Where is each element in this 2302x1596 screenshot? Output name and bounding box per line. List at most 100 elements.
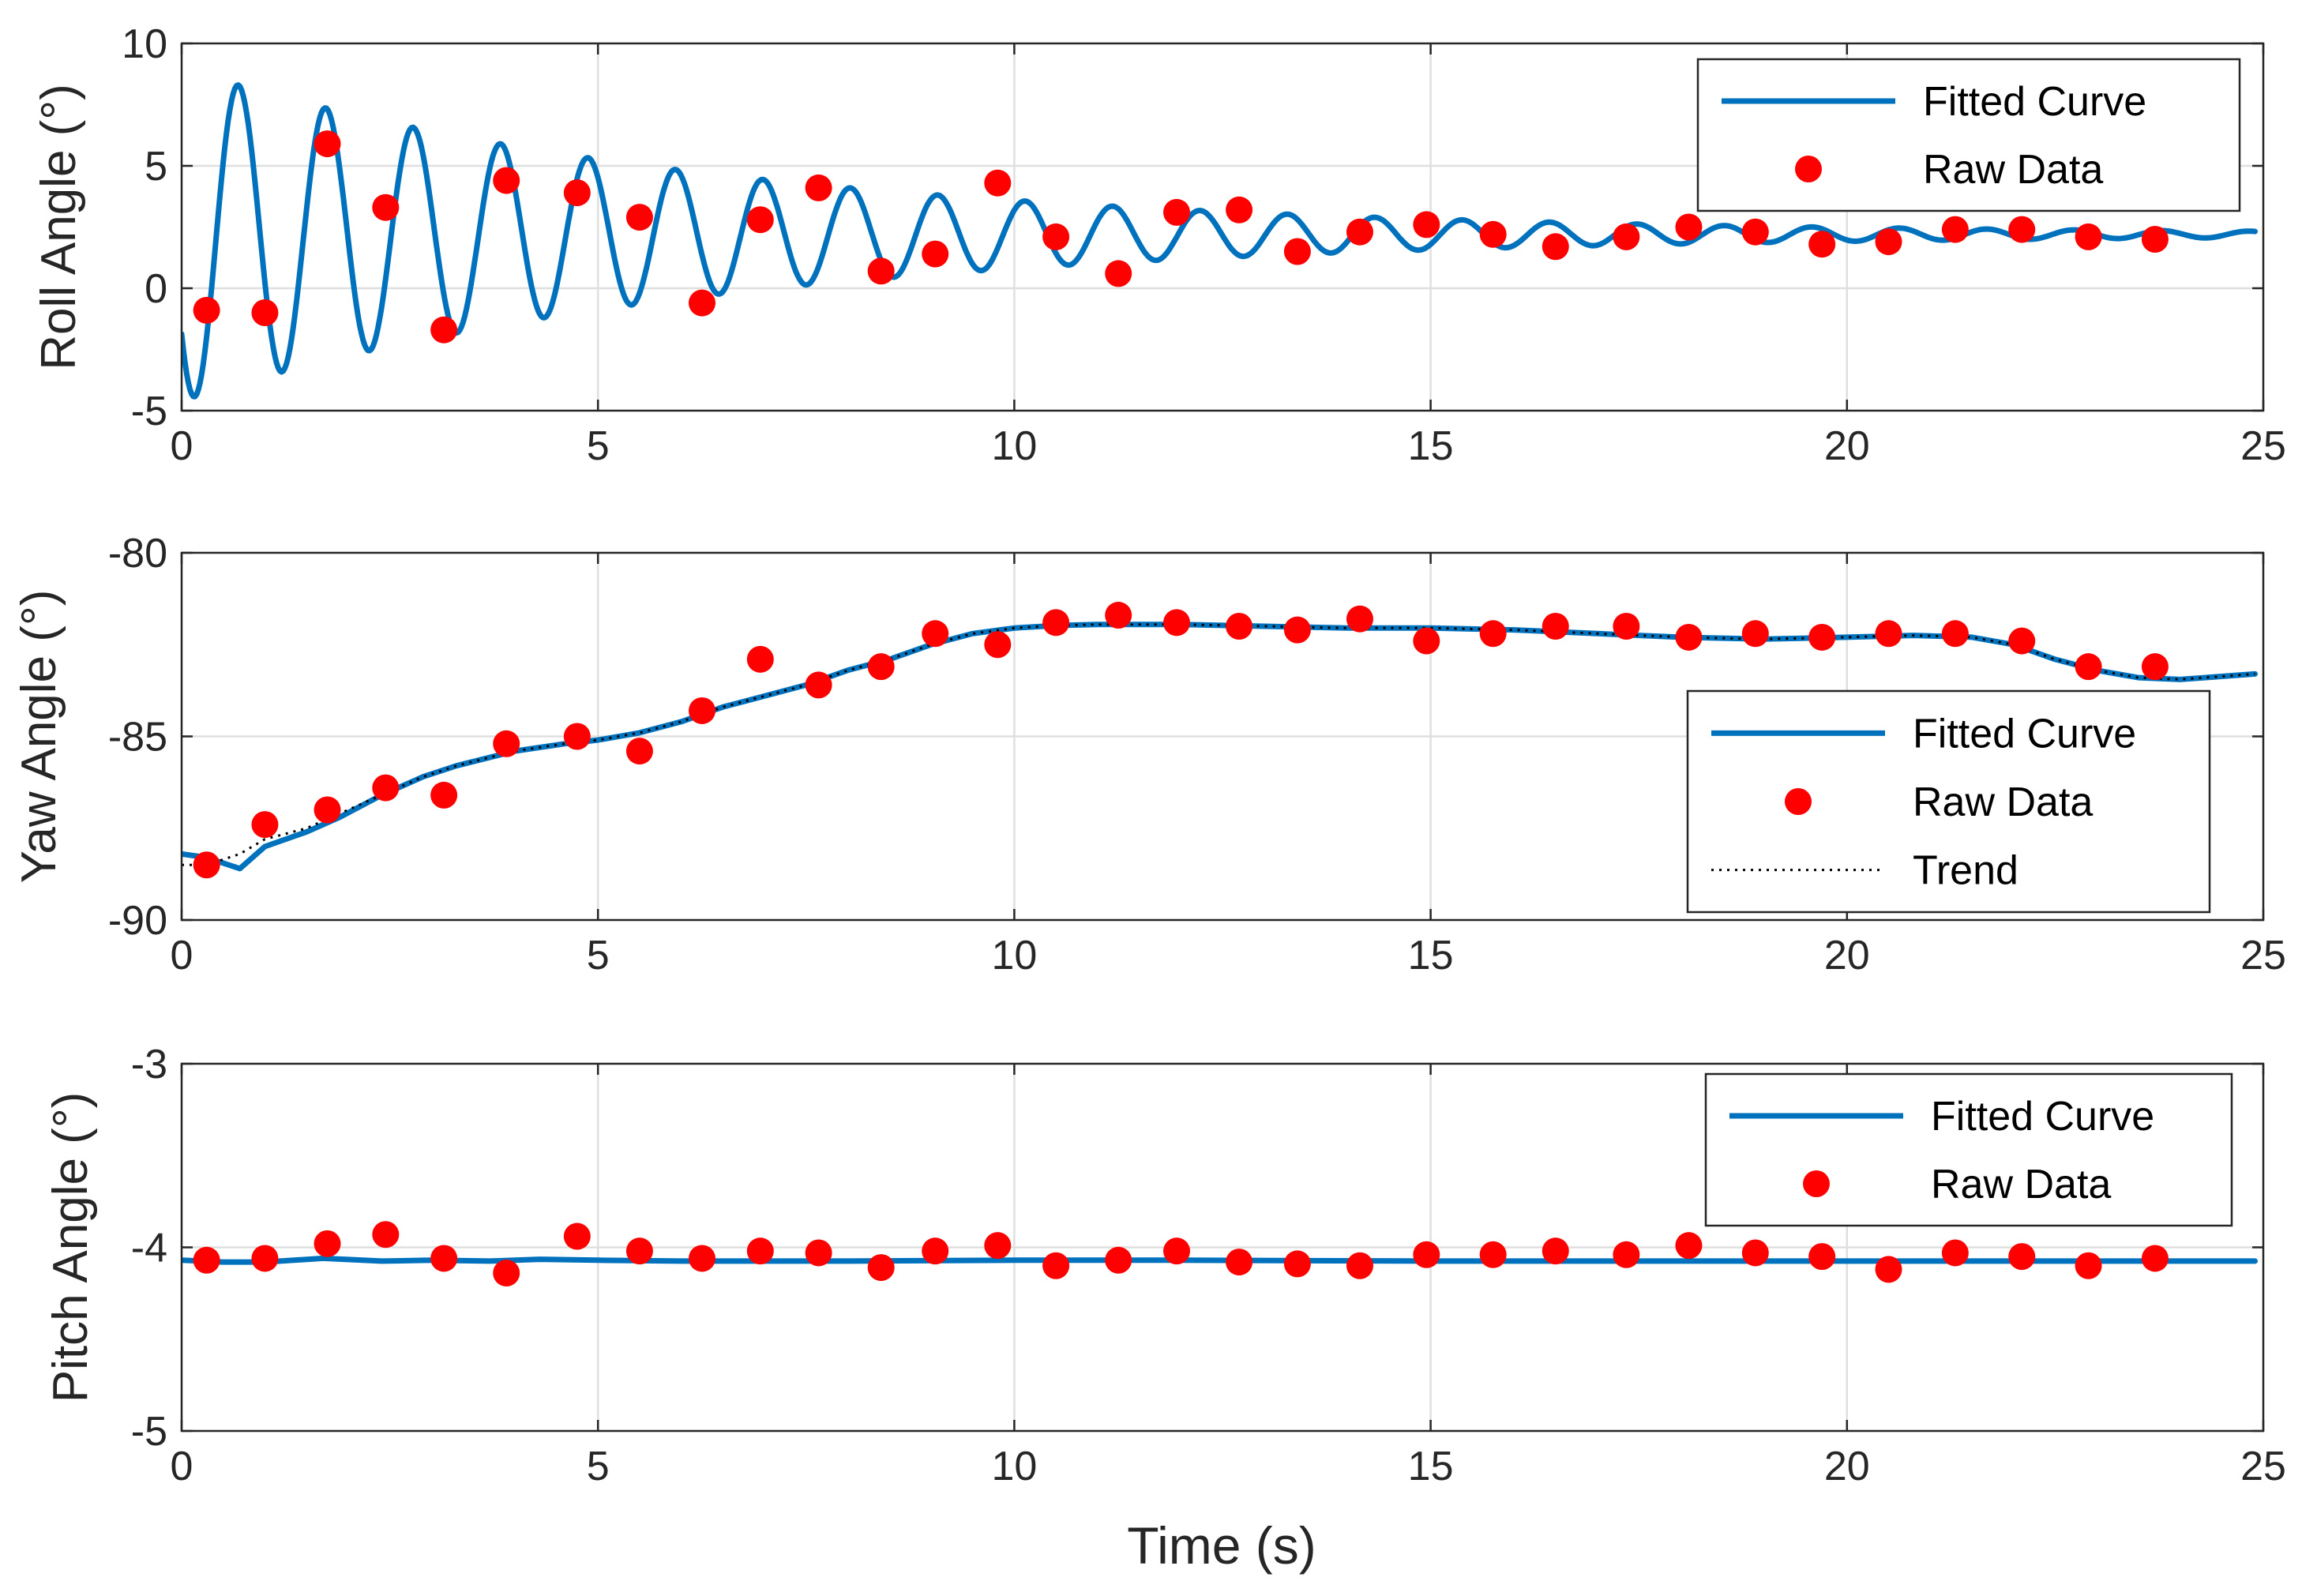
raw-data-point (1741, 218, 1769, 246)
raw-data-point (2008, 627, 2036, 655)
raw-data-point (2141, 653, 2169, 681)
raw-data-point (493, 1260, 520, 1287)
raw-data-point (1741, 620, 1769, 648)
y-tick-label: -3 (131, 1042, 167, 1087)
raw-data-point (1542, 233, 1569, 261)
legend-yaw: Fitted Curve Raw Data Trend (1686, 689, 2211, 914)
x-tick-label: 25 (2240, 1444, 2286, 1489)
y-tick-label: 10 (122, 21, 167, 67)
raw-data-point (372, 1221, 400, 1249)
legend-box (1686, 689, 2211, 914)
y-tick-label: 5 (145, 144, 167, 190)
raw-data-point (922, 240, 949, 268)
raw-data-point (867, 653, 895, 681)
x-tick-label: 20 (1824, 423, 1870, 469)
raw-data-point (1105, 602, 1132, 629)
raw-data-point (1613, 613, 1640, 640)
raw-data-point (922, 620, 949, 648)
x-tick-label: 0 (171, 933, 193, 978)
raw-data-point (746, 206, 774, 234)
raw-data-point (193, 296, 220, 324)
legend-label: Raw Data (1923, 147, 2103, 193)
raw-data-point (1542, 1237, 1569, 1265)
y-tick-label: 0 (145, 266, 167, 312)
raw-data-point (251, 1245, 279, 1272)
x-tick-label: 15 (1408, 423, 1454, 469)
x-tick-label: 10 (991, 933, 1037, 978)
raw-data-point (314, 1230, 341, 1257)
raw-data-point (984, 1232, 1012, 1260)
plot-area-yaw (182, 602, 2258, 879)
raw-data-point (1675, 623, 1703, 651)
raw-data-point (193, 851, 220, 879)
raw-data-point (1479, 620, 1507, 648)
raw-data-point (1941, 1239, 1969, 1267)
raw-data-point (1875, 1256, 1902, 1283)
subplot-pitch: 0 5 10 15 20 25 -5 -4 -3 Pitch Angle (°) Fitted Cu… (43, 1042, 2286, 1489)
x-tick-label: 20 (1824, 1444, 1870, 1489)
raw-data-point (2141, 1245, 2169, 1272)
raw-data-point (1479, 220, 1507, 248)
raw-data-point (1042, 223, 1070, 250)
raw-data-point (625, 204, 653, 231)
raw-data-point (689, 289, 715, 317)
raw-data-point (251, 811, 279, 839)
raw-data-point (1808, 1243, 1836, 1271)
raw-data-point (2008, 1243, 2036, 1271)
raw-data-point (251, 299, 279, 326)
raw-data-point (625, 738, 653, 765)
y-tick-label: -5 (131, 389, 167, 434)
raw-data-point (563, 1222, 591, 1250)
raw-data-point (746, 645, 774, 673)
y-tick-label: -80 (108, 531, 167, 576)
raw-data-point (430, 1245, 458, 1272)
raw-data-point (1283, 238, 1311, 265)
legend-label: Fitted Curve (1913, 711, 2136, 757)
raw-data-point (922, 1237, 949, 1265)
raw-data-point (1675, 1232, 1703, 1260)
legend-pitch: Fitted Curve Raw Data (1704, 1072, 2233, 1227)
y-tick-label: -4 (131, 1226, 167, 1271)
raw-data-point (984, 169, 1012, 197)
x-tick-label: 5 (587, 423, 610, 469)
fitted-curve-line (182, 82, 2258, 400)
x-tick-label: 20 (1824, 933, 1870, 978)
legend-label: Raw Data (1931, 1162, 2111, 1207)
raw-data-point (1741, 1239, 1769, 1267)
raw-data-point (1479, 1241, 1507, 1268)
raw-data-point (1941, 620, 1969, 648)
raw-data-point (1413, 627, 1440, 655)
raw-data-point (372, 774, 400, 802)
raw-data-point (805, 174, 832, 201)
legend-label: Fitted Curve (1931, 1094, 2154, 1140)
raw-data-point (1226, 1249, 1253, 1276)
raw-data-point (314, 130, 341, 158)
raw-data-point (2075, 653, 2102, 681)
raw-data-point (746, 1237, 774, 1265)
y-tick-label: -5 (131, 1409, 167, 1455)
x-tick-label: 15 (1408, 1444, 1454, 1489)
raw-data-point (1226, 196, 1253, 223)
x-tick-label: 5 (587, 933, 610, 978)
raw-data-point (193, 1246, 220, 1274)
subplot-yaw: 0 5 10 15 20 25 -90 -85 -80 Yaw Angle (°) Fitted C… (12, 531, 2286, 978)
raw-data-point (2008, 216, 2036, 243)
raw-data-point (1042, 609, 1070, 637)
y-axis-label: Yaw Angle (°) (12, 590, 66, 884)
plot-area-pitch (182, 1221, 2258, 1287)
legend-label: Fitted Curve (1923, 79, 2146, 125)
raw-data-point (2141, 226, 2169, 253)
raw-data-point (1283, 616, 1311, 644)
raw-data-point (1163, 198, 1191, 226)
x-tick-label: 10 (991, 1444, 1037, 1489)
x-tick-label: 5 (587, 1444, 610, 1489)
raw-data-point (1226, 613, 1253, 640)
raw-data-point (430, 781, 458, 809)
raw-data-point (1413, 1241, 1440, 1268)
raw-data-point (1413, 211, 1440, 238)
raw-data-point (1542, 613, 1569, 640)
x-tick-label: 10 (991, 423, 1037, 469)
legend-raw-swatch (1795, 156, 1822, 182)
